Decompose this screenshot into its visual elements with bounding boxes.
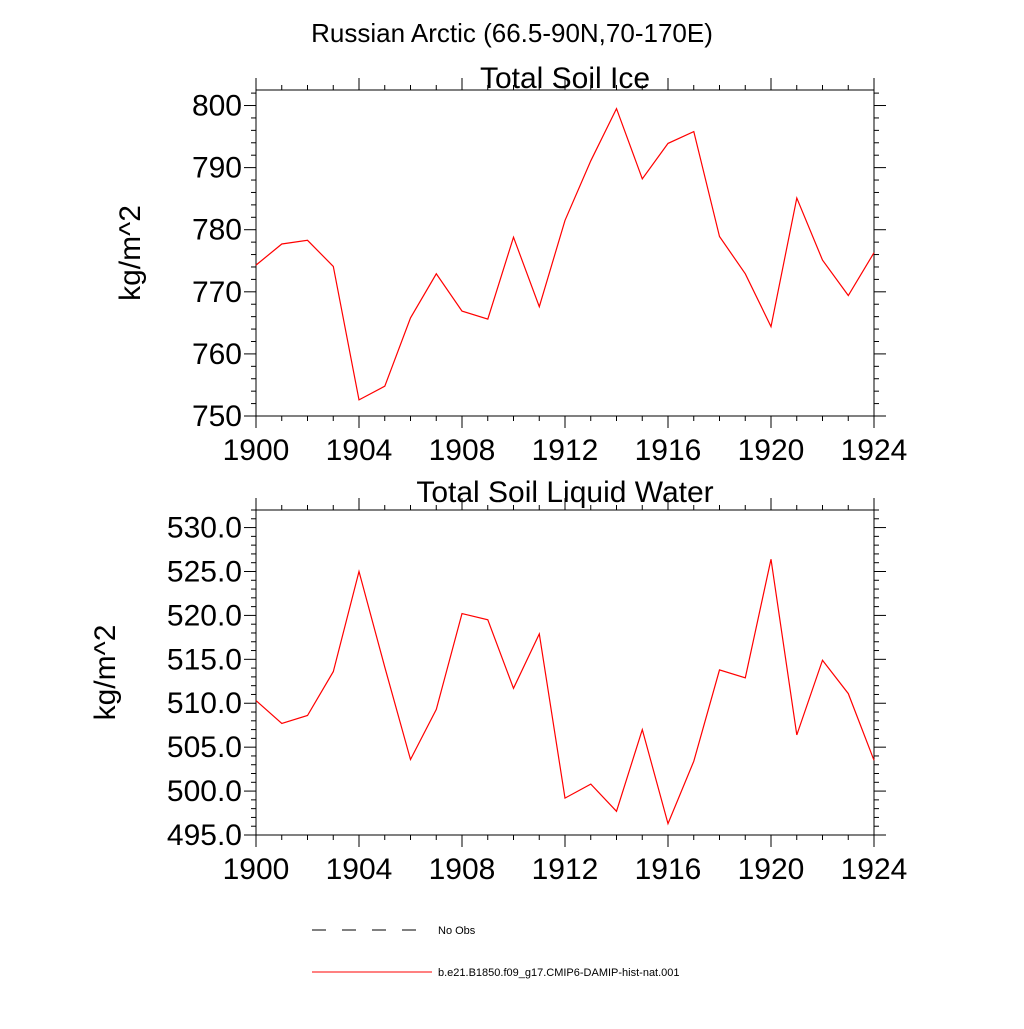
data-point — [384, 666, 386, 668]
data-point — [487, 318, 489, 320]
data-point — [667, 142, 669, 144]
y-tick-label: 770 — [192, 276, 242, 309]
y-tick-label: 510.0 — [167, 687, 242, 720]
data-point — [409, 758, 411, 760]
x-tick-label: 1900 — [223, 853, 290, 886]
data-point — [487, 619, 489, 621]
data-point — [821, 659, 823, 661]
data-point — [409, 317, 411, 319]
y-tick-label: 780 — [192, 214, 242, 247]
y-tick-label: 515.0 — [167, 643, 242, 676]
data-point — [693, 760, 695, 762]
data-point — [590, 783, 592, 785]
x-tick-label: 1920 — [738, 434, 805, 467]
x-tick-label: 1904 — [326, 853, 393, 886]
data-point — [667, 822, 669, 824]
data-point — [770, 558, 772, 560]
data-point — [770, 325, 772, 327]
y-tick-label: 760 — [192, 338, 242, 371]
data-point — [744, 273, 746, 275]
y-axis-label: kg/m^2 — [89, 625, 122, 721]
data-point — [461, 310, 463, 312]
data-point — [538, 633, 540, 635]
x-tick-label: 1912 — [532, 434, 599, 467]
x-tick-label: 1908 — [429, 853, 496, 886]
data-point — [718, 235, 720, 237]
data-point — [590, 160, 592, 162]
data-point — [847, 294, 849, 296]
data-point — [384, 385, 386, 387]
data-point — [435, 708, 437, 710]
legend-item: b.e21.B1850.f09_g17.CMIP6-DAMIP-hist-nat… — [312, 967, 680, 979]
legend: No Obs b.e21.B1850.f09_g17.CMIP6-DAMIP-hi… — [312, 925, 680, 979]
data-point — [358, 570, 360, 572]
data-point — [564, 219, 566, 221]
data-point — [281, 243, 283, 245]
x-tick-label: 1912 — [532, 853, 599, 886]
y-tick-label: 520.0 — [167, 599, 242, 632]
data-point — [641, 728, 643, 730]
plot-frame — [255, 89, 875, 417]
y-tick-label: 800 — [192, 90, 242, 123]
data-point — [512, 236, 514, 238]
data-point — [873, 251, 875, 253]
data-point — [615, 107, 617, 109]
data-point — [821, 259, 823, 261]
y-tick-label: 505.0 — [167, 731, 242, 764]
data-point — [435, 273, 437, 275]
data-point — [461, 612, 463, 614]
y-tick-label: 525.0 — [167, 555, 242, 588]
y-tick-label: 790 — [192, 152, 242, 185]
data-point — [693, 130, 695, 132]
data-point — [358, 399, 360, 401]
data-point — [796, 734, 798, 736]
data-point — [564, 797, 566, 799]
x-tick-label: 1904 — [326, 434, 393, 467]
x-tick-label: 1900 — [223, 434, 290, 467]
x-tick-label: 1908 — [429, 434, 496, 467]
data-point — [744, 677, 746, 679]
y-tick-label: 500.0 — [167, 775, 242, 808]
data-point — [641, 178, 643, 180]
data-point — [512, 687, 514, 689]
legend-label: b.e21.B1850.f09_g17.CMIP6-DAMIP-hist-nat… — [438, 967, 680, 979]
x-tick-label: 1924 — [841, 853, 908, 886]
data-point — [847, 692, 849, 694]
data-point — [873, 759, 875, 761]
data-point — [255, 699, 257, 701]
data-point — [615, 810, 617, 812]
x-tick-label: 1924 — [841, 434, 908, 467]
data-point — [718, 669, 720, 671]
y-tick-label: 530.0 — [167, 512, 242, 545]
y-tick-label: 495.0 — [167, 819, 242, 852]
data-point — [281, 722, 283, 724]
figure-title: Russian Arctic (66.5-90N,70-170E) — [311, 18, 713, 48]
x-tick-label: 1916 — [635, 434, 702, 467]
data-point — [255, 264, 257, 266]
data-point — [306, 714, 308, 716]
legend-label: No Obs — [438, 925, 476, 937]
y-tick-label: 750 — [192, 400, 242, 433]
legend-item: No Obs — [312, 925, 476, 937]
data-point — [306, 239, 308, 241]
data-point — [332, 265, 334, 267]
series-line — [255, 107, 875, 401]
x-tick-label: 1920 — [738, 853, 805, 886]
series-line — [255, 559, 875, 826]
y-axis-label: kg/m^2 — [114, 205, 147, 301]
x-tick-label: 1916 — [635, 853, 702, 886]
data-point — [538, 306, 540, 308]
data-point — [796, 197, 798, 199]
plot-frame — [255, 509, 875, 836]
data-point — [332, 670, 334, 672]
